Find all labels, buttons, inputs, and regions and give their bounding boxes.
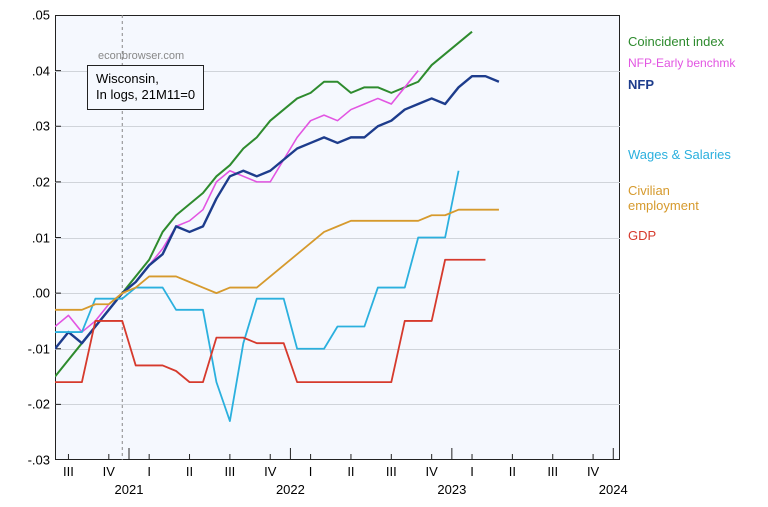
y-tick-label: .01 xyxy=(0,230,50,245)
x-quarter-label: III xyxy=(547,464,558,479)
x-quarter-label: I xyxy=(147,464,151,479)
series-civilian-employment xyxy=(55,210,499,310)
x-quarter-label: II xyxy=(186,464,193,479)
series-label-civilian-employment: Civilianemployment xyxy=(628,183,699,213)
y-tick-label: .00 xyxy=(0,286,50,301)
x-year-label: 2024 xyxy=(599,482,628,497)
x-quarter-label: I xyxy=(470,464,474,479)
x-year-label: 2023 xyxy=(437,482,466,497)
y-tick-label: .02 xyxy=(0,174,50,189)
y-tick-label: -.01 xyxy=(0,341,50,356)
series-gdp xyxy=(55,260,485,382)
y-tick-label: .04 xyxy=(0,63,50,78)
y-tick-label: -.02 xyxy=(0,397,50,412)
x-quarter-label: IV xyxy=(264,464,276,479)
y-tick-label: -.03 xyxy=(0,453,50,468)
series-label-gdp: GDP xyxy=(628,228,656,243)
series-label-nfp-early-benchmk: NFP-Early benchmk xyxy=(628,56,735,70)
series-wages-salaries xyxy=(55,171,459,421)
x-year-label: 2022 xyxy=(276,482,305,497)
annotation-line-1: Wisconsin, xyxy=(96,71,159,86)
x-quarter-label: III xyxy=(224,464,235,479)
y-tick-label: .05 xyxy=(0,8,50,23)
x-year-label: 2021 xyxy=(115,482,144,497)
annotation-box: Wisconsin, In logs, 21M11=0 xyxy=(87,65,204,110)
x-quarter-label: IV xyxy=(426,464,438,479)
series-nfp xyxy=(55,76,499,349)
x-quarter-label: II xyxy=(347,464,354,479)
y-tick-label: .03 xyxy=(0,119,50,134)
x-quarter-label: IV xyxy=(103,464,115,479)
x-quarter-label: III xyxy=(386,464,397,479)
x-quarter-label: III xyxy=(63,464,74,479)
series-label-coincident-index: Coincident index xyxy=(628,34,724,49)
watermark-text: econbrowser.com xyxy=(98,50,184,62)
series-label-wages-salaries: Wages & Salaries xyxy=(628,147,731,162)
x-quarter-label: I xyxy=(309,464,313,479)
x-quarter-label: II xyxy=(509,464,516,479)
series-label-nfp: NFP xyxy=(628,77,654,92)
series-nfp-early-benchmk xyxy=(55,71,418,332)
chart-container: -.03-.02-.01.00.01.02.03.04.05 IIIIVIIII… xyxy=(0,0,768,507)
x-quarter-label: IV xyxy=(587,464,599,479)
annotation-line-2: In logs, 21M11=0 xyxy=(96,87,195,102)
